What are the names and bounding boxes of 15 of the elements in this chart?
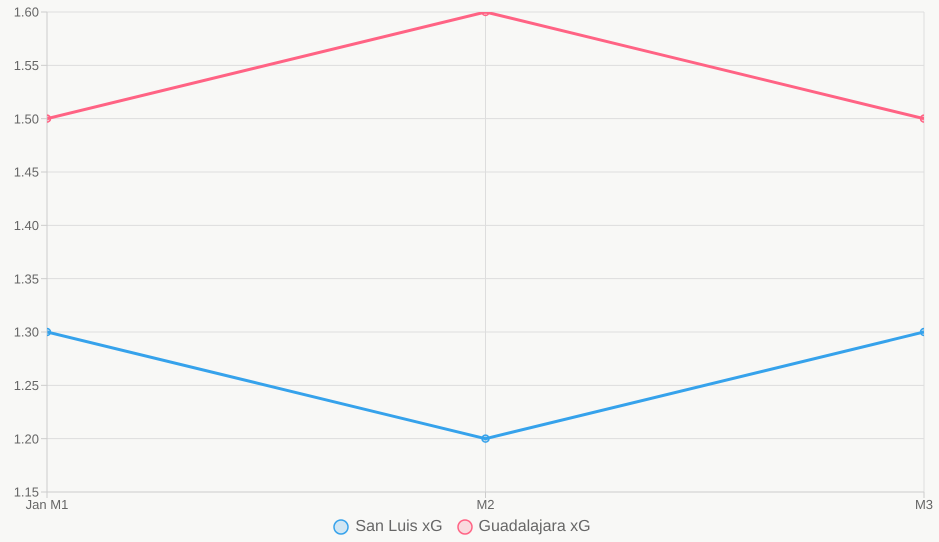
y-tick-label: 1.30 — [14, 324, 39, 340]
y-tick-label: 1.20 — [14, 431, 39, 446]
x-tick-label: M3 — [914, 497, 934, 512]
y-tick-label: 1.50 — [14, 111, 39, 126]
y-tick-label: 1.55 — [14, 58, 39, 73]
x-tick-label: Jan M1 — [26, 497, 68, 512]
y-tick-label: 1.15 — [14, 484, 39, 500]
y-tick-label: 1.35 — [14, 271, 39, 286]
legend-label: San Luis xG — [354, 518, 443, 536]
y-tick-label: 1.45 — [14, 164, 39, 180]
y-tick-label: 1.40 — [14, 218, 39, 233]
y-tick-label: 1.60 — [14, 4, 39, 20]
y-tick-label: 1.25 — [14, 378, 39, 393]
legend-label: Guadalajara xG — [478, 518, 591, 536]
x-tick-label: M2 — [476, 497, 495, 512]
